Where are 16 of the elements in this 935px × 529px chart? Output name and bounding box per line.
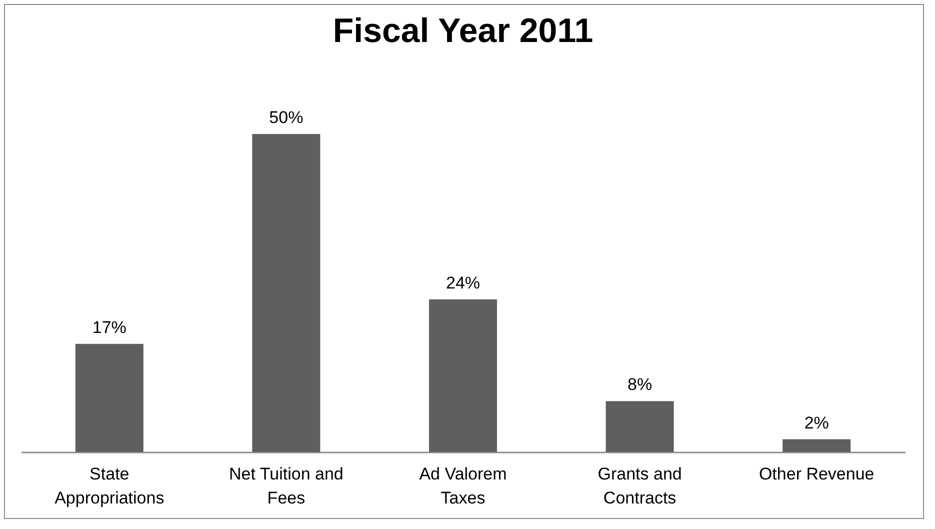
- data-label: 24%: [446, 273, 480, 292]
- x-tick-label: Net Tuition and Fees: [229, 464, 344, 508]
- bar: [429, 299, 497, 452]
- data-label: 8%: [628, 375, 652, 394]
- x-tick-label: Grants and Contracts: [598, 464, 682, 508]
- data-label: 50%: [269, 108, 304, 127]
- data-label: 17%: [92, 318, 126, 337]
- x-tick-label: Other Revenue: [758, 464, 874, 484]
- x-tick-label: Ad Valorem Taxes: [419, 464, 507, 508]
- bar: [75, 344, 144, 452]
- x-tick-label: State Appropriations: [54, 464, 164, 508]
- bar: [782, 439, 851, 452]
- data-label: 2%: [804, 413, 829, 432]
- bar: [606, 401, 674, 452]
- bar: [252, 134, 320, 452]
- chart-title: Fiscal Year 2011: [332, 12, 594, 50]
